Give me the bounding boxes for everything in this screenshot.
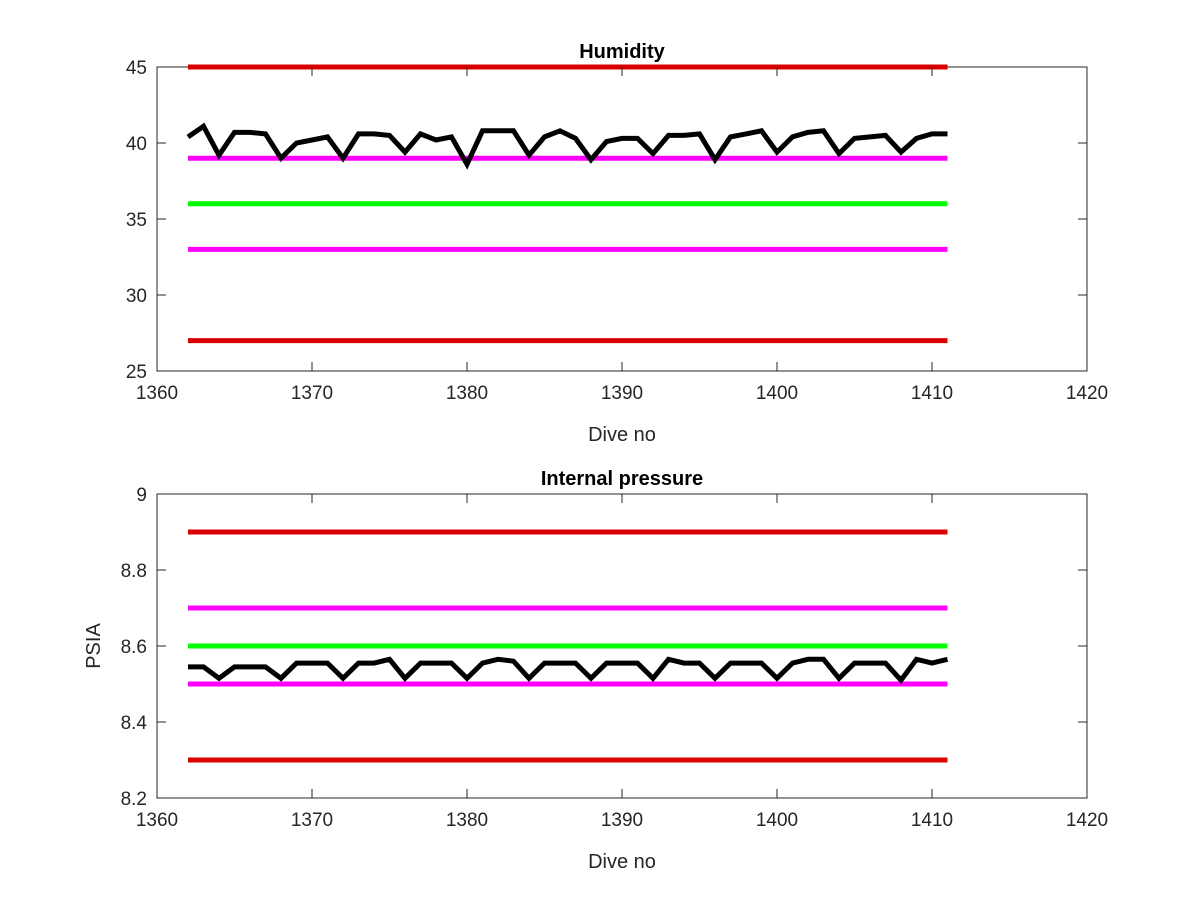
internal-pressure-x-tick-label: 1410 bbox=[911, 810, 953, 831]
internal-pressure-x-tick-label: 1390 bbox=[601, 810, 643, 831]
humidity-plot: 1360 1370 1380 1390 1400 1410 1420 2530354045 … bbox=[126, 41, 1108, 446]
internal-pressure-y-tick-label: 8.8 bbox=[121, 561, 147, 582]
internal-pressure-y-tick-label: 8.2 bbox=[121, 789, 147, 810]
humidity-y-tick-label: 45 bbox=[126, 58, 147, 79]
internal-pressure-x-axis: 1360 1370 1380 1390 1400 1410 1420 bbox=[136, 494, 1108, 831]
humidity-y-tick-label: 35 bbox=[126, 210, 147, 231]
humidity-x-tick-label: 1400 bbox=[756, 383, 798, 404]
internal-pressure-x-tick-label: 1400 bbox=[756, 810, 798, 831]
internal-pressure-y-tick-label: 8.4 bbox=[121, 713, 148, 734]
humidity-plot-frame bbox=[156, 66, 1088, 372]
humidity-x-label: Dive no bbox=[588, 424, 656, 446]
humidity-reference-lines bbox=[188, 64, 948, 344]
humidity-x-tick-label: 1380 bbox=[446, 383, 488, 404]
humidity-x-tick-label: 1360 bbox=[136, 383, 178, 404]
internal-pressure-x-tick-label: 1420 bbox=[1066, 810, 1108, 831]
internal-pressure-x-tick-label: 1380 bbox=[446, 810, 488, 831]
humidity-x-tick-label: 1370 bbox=[291, 383, 333, 404]
humidity-y-axis: 25 30 35 40 45 bbox=[126, 58, 1087, 383]
internal-pressure-series bbox=[188, 656, 949, 685]
internal-pressure-y-tick-label: 9 bbox=[136, 485, 147, 506]
humidity-series bbox=[186, 122, 948, 170]
internal-pressure-plot: 1360 1370 1380 1390 1400 1410 1420 8.28.48.68.… bbox=[83, 468, 1108, 873]
humidity-y-tick-label: 25 bbox=[126, 362, 147, 383]
humidity-series-line bbox=[186, 122, 948, 170]
humidity-x-tick-label: 1390 bbox=[601, 383, 643, 404]
internal-pressure-x-tick-label: 1360 bbox=[136, 810, 178, 831]
humidity-title: Humidity bbox=[579, 41, 665, 63]
humidity-x-axis: 1360 1370 1380 1390 1400 1410 1420 bbox=[136, 67, 1108, 404]
internal-pressure-x-tick-label: 1370 bbox=[291, 810, 333, 831]
humidity-y-tick-label: 30 bbox=[126, 286, 147, 307]
humidity-x-tick-label: 1420 bbox=[1066, 383, 1108, 404]
internal-pressure-reference-lines bbox=[188, 529, 948, 763]
humidity-y-tick-label: 40 bbox=[126, 134, 147, 155]
internal-pressure-y-label: PSIA bbox=[83, 623, 105, 669]
internal-pressure-y-tick-label: 8.6 bbox=[121, 637, 147, 658]
internal-pressure-y-axis: 8.2 8.4 8.6 8.8 9 bbox=[121, 485, 1087, 810]
internal-pressure-x-label: Dive no bbox=[588, 851, 656, 873]
humidity-x-tick-label: 1410 bbox=[911, 383, 953, 404]
internal-pressure-title: Internal pressure bbox=[541, 468, 703, 490]
internal-pressure-series-line bbox=[188, 656, 949, 685]
